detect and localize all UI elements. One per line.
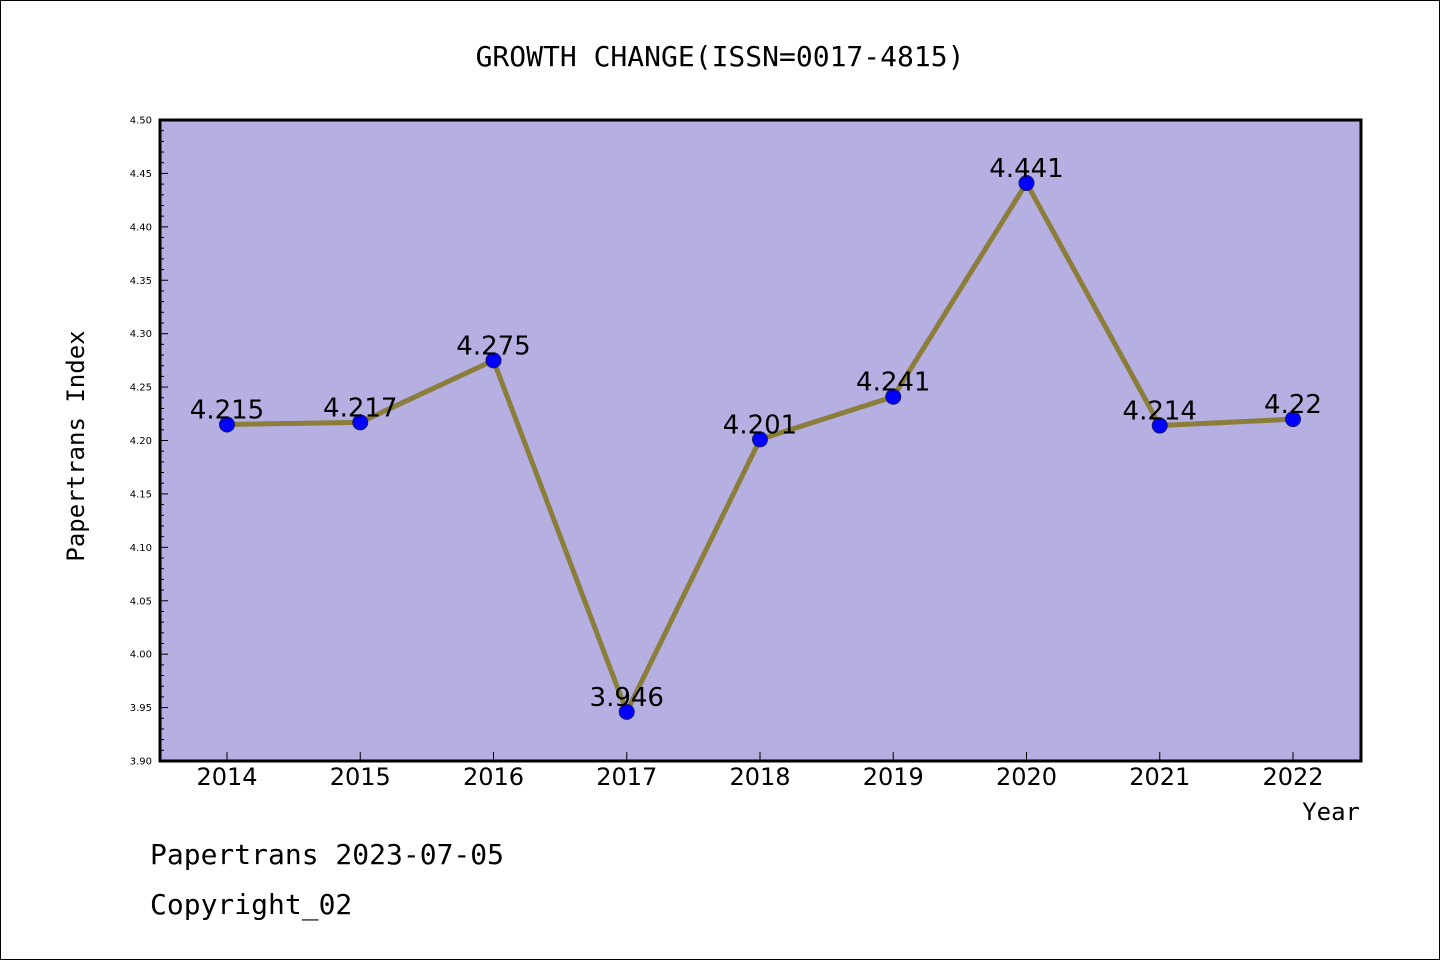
x-tick-label: 2020 xyxy=(996,763,1057,791)
chart-title: GROWTH CHANGE(ISSN=0017-4815) xyxy=(476,40,965,73)
x-tick-label: 2016 xyxy=(463,763,524,791)
x-tick-label: 2021 xyxy=(1129,763,1190,791)
data-label: 4.275 xyxy=(456,331,530,361)
data-point xyxy=(618,703,635,720)
x-tick-label: 2014 xyxy=(196,763,257,791)
y-tick-label: 4.35 xyxy=(130,276,152,287)
y-tick-label: 4.45 xyxy=(130,169,152,180)
data-point-group xyxy=(219,175,1301,720)
data-label: 4.22 xyxy=(1264,390,1322,420)
data-label: 4.441 xyxy=(989,154,1063,184)
data-point xyxy=(219,416,235,433)
data-point xyxy=(1018,175,1035,192)
data-label: 3.946 xyxy=(590,683,664,713)
y-axis-label: Papertrans Index xyxy=(62,330,90,561)
x-tick-label: 2018 xyxy=(729,763,790,791)
y-tick-label: 4.50 xyxy=(130,116,152,127)
y-tick-label: 4.05 xyxy=(130,596,152,607)
data-point xyxy=(352,414,369,431)
footer-date: Papertrans 2023-07-05 xyxy=(150,838,504,871)
x-tick-label: 2017 xyxy=(596,763,657,791)
plot-border xyxy=(158,118,1363,763)
x-tick-label: 2015 xyxy=(330,763,391,791)
y-tick-label: 3.95 xyxy=(130,703,152,714)
data-point xyxy=(1285,411,1301,428)
y-tick-label: 4.10 xyxy=(130,543,152,554)
y-tick-label: 4.00 xyxy=(130,650,152,661)
y-tick-label: 4.20 xyxy=(130,436,152,447)
data-label-group: 4.215 4.217 4.275 3.946 4.201 4.241 4.441 4.214… xyxy=(190,154,1322,713)
data-label: 4.217 xyxy=(323,393,397,423)
data-point xyxy=(485,352,502,369)
data-label: 4.214 xyxy=(1123,397,1197,427)
data-point xyxy=(752,431,768,448)
data-label: 4.215 xyxy=(190,395,264,425)
data-point xyxy=(885,388,902,405)
y-tick-label: 3.90 xyxy=(130,757,152,768)
x-axis: 2014 2015 2016 2017 2018 2019 2020 2021 2022 xyxy=(196,752,1324,791)
y-tick-label: 4.15 xyxy=(130,489,152,500)
data-point xyxy=(1151,417,1168,434)
x-axis-label: Year xyxy=(1302,798,1360,826)
data-label: 4.241 xyxy=(856,368,930,398)
data-label: 4.201 xyxy=(723,410,797,440)
x-tick-label: 2022 xyxy=(1262,763,1323,791)
y-tick-label: 4.25 xyxy=(130,383,152,394)
y-tick-label: 4.40 xyxy=(130,222,152,233)
y-tick-label: 4.30 xyxy=(130,329,152,340)
footer-copyright: Copyright_02 xyxy=(150,888,352,922)
x-tick-label: 2019 xyxy=(863,763,924,791)
